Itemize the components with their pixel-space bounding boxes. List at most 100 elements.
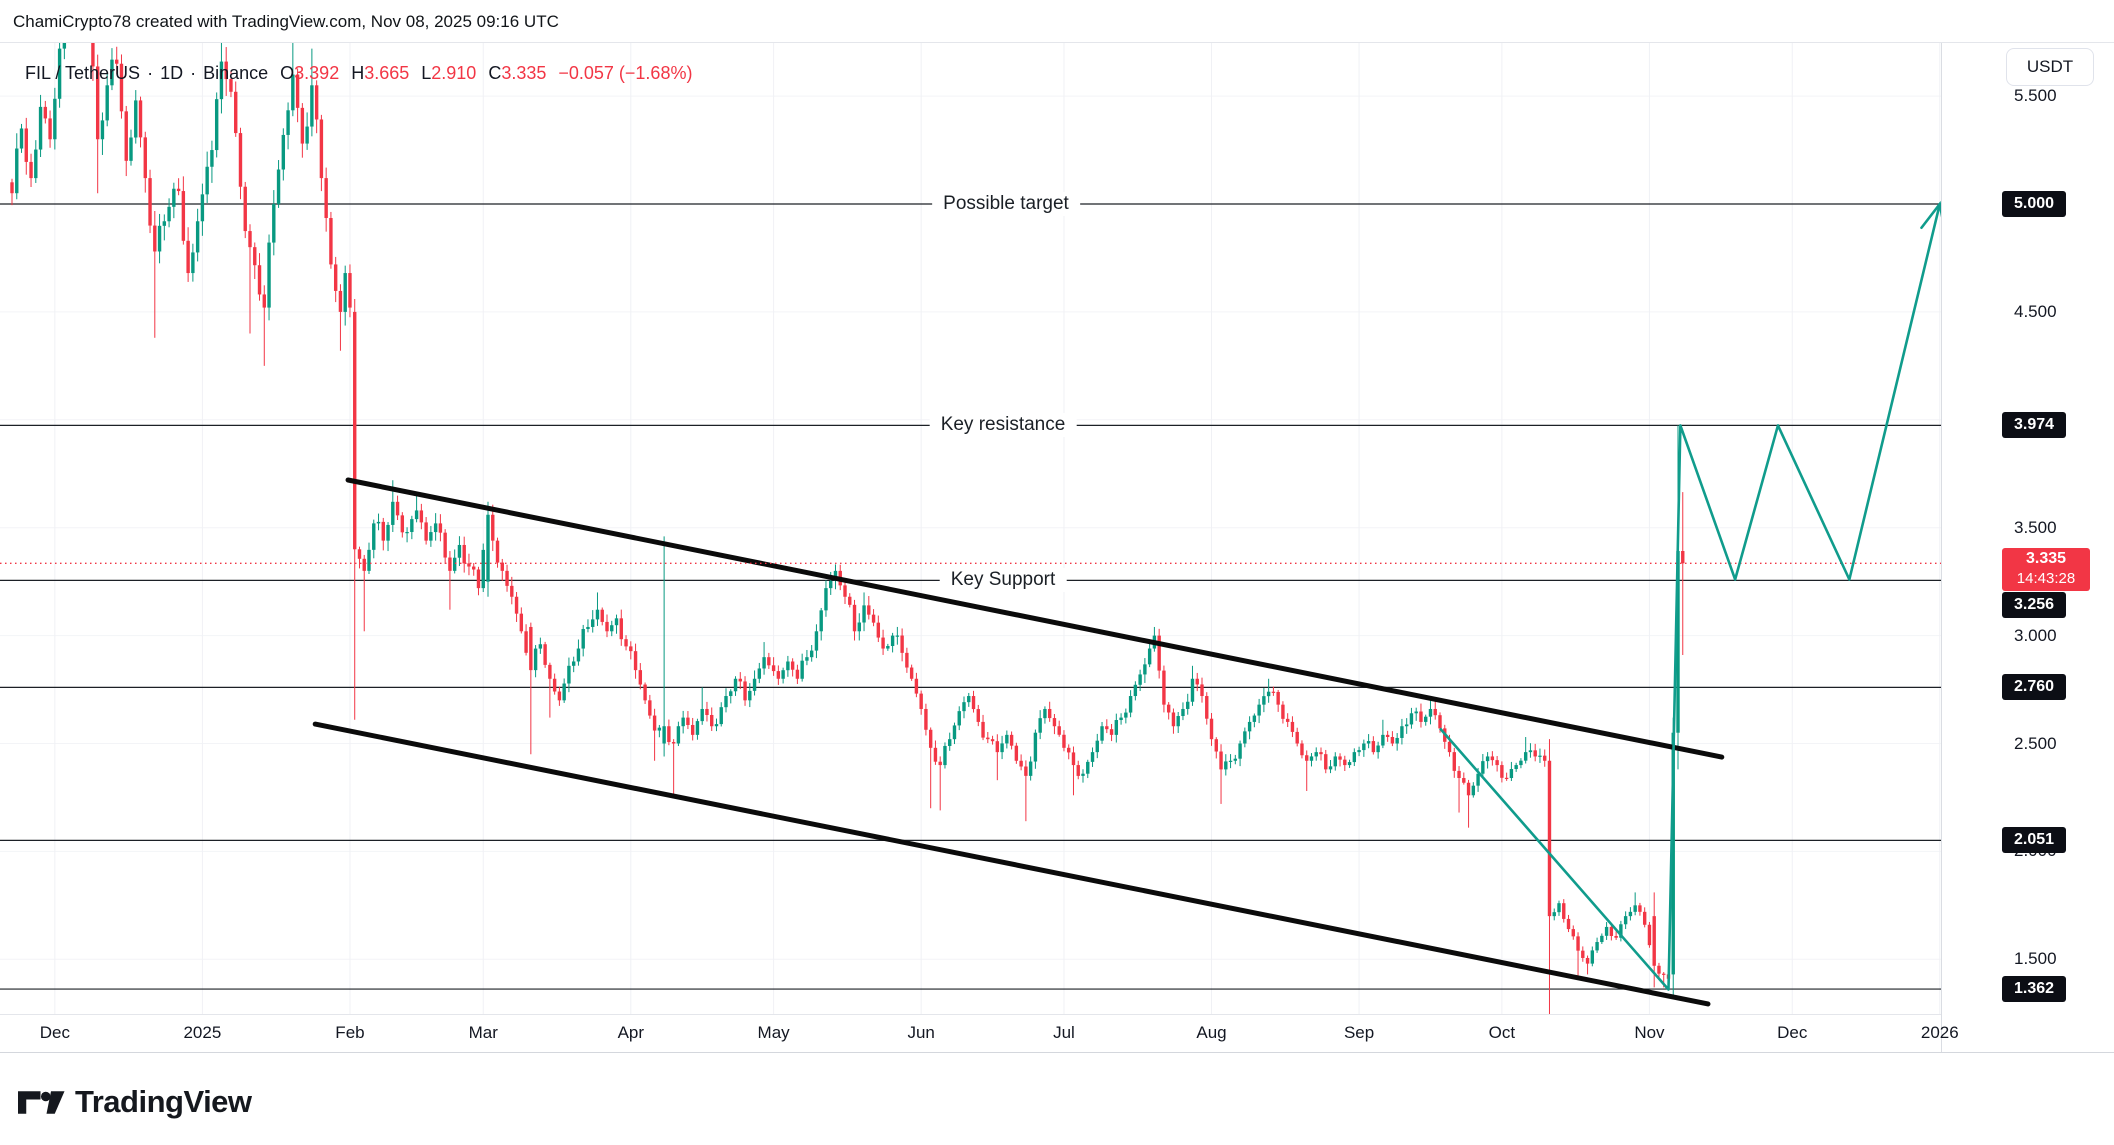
- candle-body: [491, 514, 495, 541]
- drawing-label-possible-target[interactable]: Possible target: [932, 192, 1080, 216]
- candle-body: [738, 678, 742, 682]
- candle-body: [34, 149, 38, 179]
- candle-body: [119, 63, 124, 112]
- candle-body: [1347, 762, 1352, 766]
- candle-body: [1186, 701, 1190, 709]
- tradingview-glyph: [18, 1090, 65, 1114]
- candle-body: [1281, 704, 1285, 719]
- projection-path[interactable]: [1439, 203, 1941, 991]
- candle-body: [95, 66, 100, 140]
- candle-body: [662, 726, 666, 744]
- candle-body: [267, 242, 271, 308]
- interval[interactable]: 1D: [160, 63, 184, 83]
- candle-body: [24, 128, 28, 162]
- candle-body: [552, 678, 557, 692]
- candle-body: [600, 609, 604, 622]
- currency-button[interactable]: USDT: [2006, 48, 2094, 86]
- chart-canvas[interactable]: [0, 42, 1941, 1014]
- candle-body: [357, 549, 362, 559]
- candle-body: [457, 544, 462, 558]
- price-badge-3.974: 3.974: [2002, 412, 2066, 439]
- candle-body: [1305, 755, 1309, 761]
- channel-lower-trendline[interactable]: [312, 721, 1711, 1007]
- candle-body: [1124, 712, 1128, 718]
- candle-body: [167, 206, 171, 222]
- time-axis-label-nov: Nov: [1634, 1023, 1665, 1042]
- candle-body: [876, 622, 881, 638]
- candle-body: [719, 707, 723, 725]
- candle-body: [395, 501, 400, 516]
- candle-body: [314, 85, 319, 120]
- candle-body: [1609, 926, 1614, 936]
- price-chart[interactable]: [0, 42, 1941, 1014]
- projection-arrowhead: [1920, 200, 1941, 230]
- channel-upper-trendline[interactable]: [345, 477, 1725, 760]
- time-axis[interactable]: [0, 1015, 2114, 1052]
- candle-body: [871, 614, 876, 623]
- candle-body: [1595, 942, 1599, 951]
- candle-body: [262, 294, 266, 308]
- candle-body: [648, 700, 652, 716]
- time-axis-label-2026: 2026: [1920, 1023, 1959, 1042]
- symbol-name[interactable]: FIL / TetherUS: [25, 63, 141, 83]
- candle-body: [129, 137, 133, 161]
- candle-body: [115, 59, 119, 64]
- drawing-label-key-support[interactable]: Key Support: [939, 568, 1067, 593]
- candle-body: [1614, 935, 1618, 938]
- candle-body: [153, 225, 157, 252]
- candle-body: [1009, 734, 1014, 746]
- candle-body: [1509, 769, 1514, 779]
- candle-body: [1390, 736, 1395, 744]
- candle-body: [981, 721, 985, 738]
- candle-body: [505, 570, 509, 586]
- candle-body: [310, 85, 314, 127]
- candle-body: [1457, 770, 1461, 779]
- candle-body: [895, 635, 900, 637]
- candle-body: [952, 725, 957, 740]
- candle-body: [1538, 755, 1542, 757]
- candle-body: [186, 240, 190, 274]
- tradingview-logo[interactable]: TradingView: [18, 1084, 252, 1120]
- candle-body: [862, 605, 866, 623]
- candle-body: [1314, 752, 1318, 757]
- candle-body: [1604, 926, 1609, 936]
- candle-body: [348, 273, 352, 308]
- price-tick-label: 3.000: [2014, 625, 2057, 645]
- candle-body: [219, 61, 224, 100]
- candle-body: [410, 519, 414, 533]
- price-tick-label: 3.500: [2014, 517, 2057, 537]
- candle-body: [224, 61, 228, 80]
- symbol-header[interactable]: FIL / TetherUS · 1D · Binance O3.392 H3.665 L2.…: [25, 63, 692, 84]
- candle-body: [1162, 670, 1166, 705]
- candle-body: [967, 696, 971, 703]
- candle-body: [195, 221, 200, 253]
- drawing-label-key-resistance[interactable]: Key resistance: [929, 413, 1077, 438]
- high-value: 3.665: [364, 63, 410, 83]
- candle-body: [1404, 724, 1409, 727]
- candle-body: [1676, 551, 1680, 733]
- candle-body: [1414, 711, 1418, 714]
- exchange: Binance: [203, 63, 269, 83]
- candle-body: [1105, 726, 1109, 730]
- candle-body: [1395, 737, 1399, 744]
- candle-body: [324, 178, 328, 219]
- candle-body: [538, 644, 543, 649]
- candle-body: [1028, 761, 1033, 776]
- candle-body: [1514, 765, 1518, 770]
- candle-body: [1262, 696, 1266, 705]
- candle-body: [1495, 760, 1499, 766]
- candle-body: [995, 741, 1000, 753]
- candle-body: [1086, 761, 1090, 774]
- candle-body: [1519, 760, 1523, 766]
- candle-body: [652, 715, 657, 731]
- candle-body: [319, 119, 324, 179]
- candle-body: [1081, 773, 1085, 776]
- low-value: 2.910: [431, 63, 477, 83]
- candle-body: [157, 225, 162, 252]
- candle-body: [1067, 747, 1071, 753]
- candle-body: [1547, 760, 1552, 917]
- candle-body: [909, 667, 914, 679]
- candle-body: [329, 218, 333, 265]
- candle-body: [581, 629, 585, 649]
- candle-body: [781, 670, 785, 679]
